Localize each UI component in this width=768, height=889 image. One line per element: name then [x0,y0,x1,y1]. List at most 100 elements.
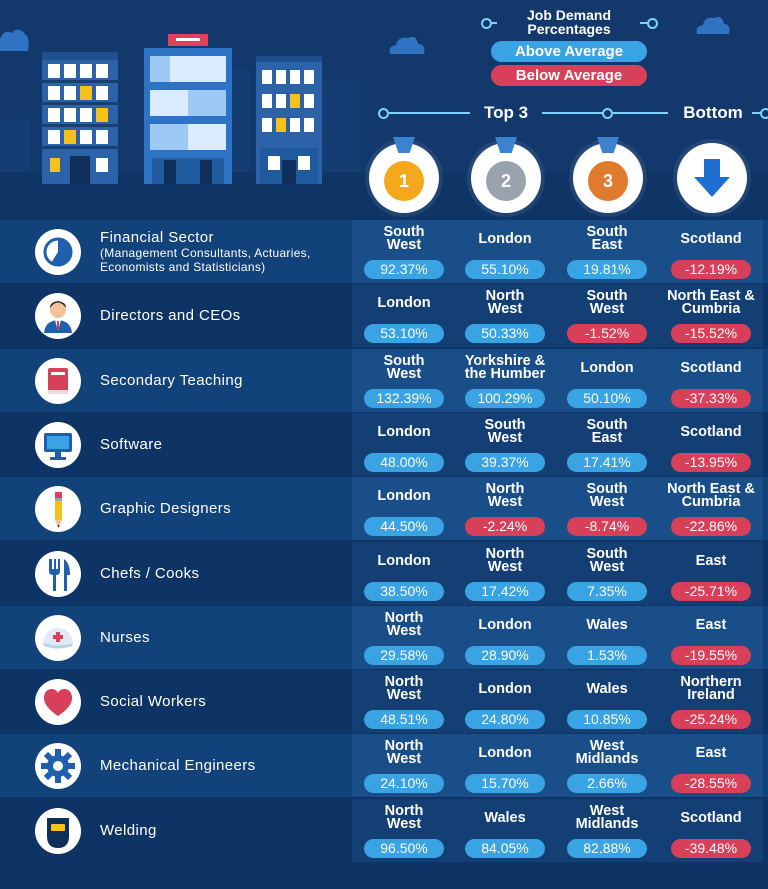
silver-medal-icon: 2 [471,137,541,213]
region-line: Scotland [680,809,742,826]
table-row: Welding North West 96.50% Wales 84.05% West Mid… [0,799,768,862]
percentage-badge: 44.50% [364,517,444,536]
region-line: London [478,616,532,633]
businessman-icon [35,293,81,339]
region-line: South [586,546,628,562]
category-name: Directors and CEOs [100,307,241,324]
percentage-badge: 82.88% [567,839,647,858]
table-row: (Management Consultants, Actuaries, Econ… [0,220,768,283]
table-row: Secondary Teaching South West 132.39% Yorksh… [0,349,768,412]
region-line: Wales [586,680,628,697]
region-line: Yorkshire & [464,353,546,369]
region-line: West [487,430,523,446]
region-line: Cumbria [681,494,741,510]
percentage-badge: -25.71% [671,582,751,601]
legend-below-average: Below Average [491,65,647,86]
header-illustration: Job Demand Percentages Above Average Bel… [0,0,768,220]
region-line: South [586,224,628,240]
table-row: Mechanical Engineers North West 24.10% Londo… [0,734,768,797]
region-line: Ireland [687,687,735,703]
category-name: Financial Sector [100,229,214,246]
percentage-badge: 2.66% [567,774,647,793]
region-label: West Midlands [555,803,659,832]
region-line: London [580,359,634,376]
category-name: Graphic Designers [100,500,232,517]
region-line: West [386,366,422,382]
region-line: West [487,301,523,317]
medal-number: 2 [486,161,526,201]
region-label: East [659,552,763,569]
percentage-badge: 55.10% [465,260,545,279]
region-line: Wales [586,616,628,633]
percentage-badge: 29.58% [364,646,444,665]
percentage-badge: -28.55% [671,774,751,793]
cloud-icon [696,16,730,34]
category-name: Nurses [100,629,150,646]
legend-title: Job Demand Percentages [499,8,639,36]
region-line: London [377,423,431,440]
cutlery-icon [35,551,81,597]
percentage-badge: 50.33% [465,324,545,343]
region-label: London [352,295,456,310]
region-line: Scotland [680,230,742,247]
region-label: Scotland [659,359,763,376]
gold-medal-icon: 1 [369,137,439,213]
category-name: Welding [100,822,157,839]
percentage-badge: 24.10% [364,774,444,793]
region-line: Wales [484,809,526,826]
region-line: North [485,481,525,497]
category-name: Mechanical Engineers [100,757,256,774]
legend-title-line: Percentages [527,21,611,37]
region-line: Scotland [680,359,742,376]
percentage-badge: 84.05% [465,839,545,858]
pencil-icon [35,486,81,532]
region-line: North [384,610,424,626]
region-line: London [478,744,532,761]
percentage-badge: -39.48% [671,839,751,858]
region-line: Midlands [575,816,639,832]
legend-title-line: Job Demand [526,7,611,23]
table-row: Chefs / Cooks London 38.50% North West 17.42%… [0,542,768,605]
region-label: South East [555,418,659,446]
region-label: Wales [555,616,659,633]
percentage-badge: -12.19% [671,260,751,279]
welding-mask-icon [35,808,81,854]
region-line: West [589,803,625,819]
region-label: East [659,745,763,760]
pie-chart-icon [35,229,81,275]
monitor-icon [35,422,81,468]
skyline-shape [320,80,360,180]
region-label: North East & Cumbria [659,482,763,510]
cloud-icon [0,29,29,51]
building-icon [256,56,322,184]
category-name: Secondary Teaching [100,372,243,389]
percentage-badge: -13.95% [671,453,751,472]
region-line: West [589,301,625,317]
region-line: East [695,552,727,569]
region-line: Midlands [575,751,639,767]
region-line: South [484,417,526,433]
nurse-cap-icon [35,615,81,661]
percentage-badge: 50.10% [567,389,647,408]
table-row: Software London 48.00% South West 39.37% South… [0,413,768,476]
header-dot [602,108,613,119]
region-line: West [487,559,523,575]
region-line: South [586,481,628,497]
percentage-badge: 28.90% [465,646,545,665]
building-icon [144,34,232,184]
region-line: West [386,237,422,253]
region-label: South West [555,546,659,575]
percentage-badge: -15.52% [671,324,751,343]
region-label: Northern Ireland [659,675,763,703]
region-line: West [386,623,422,639]
building-icon [40,52,120,184]
percentage-badge: -19.55% [671,646,751,665]
percentage-badge: 19.81% [567,260,647,279]
region-label: London [453,616,557,633]
legend-dot [481,18,492,29]
down-arrow-icon [677,143,747,213]
region-label: South West [453,417,557,446]
region-label: South West [352,354,456,382]
region-line: West [386,816,422,832]
